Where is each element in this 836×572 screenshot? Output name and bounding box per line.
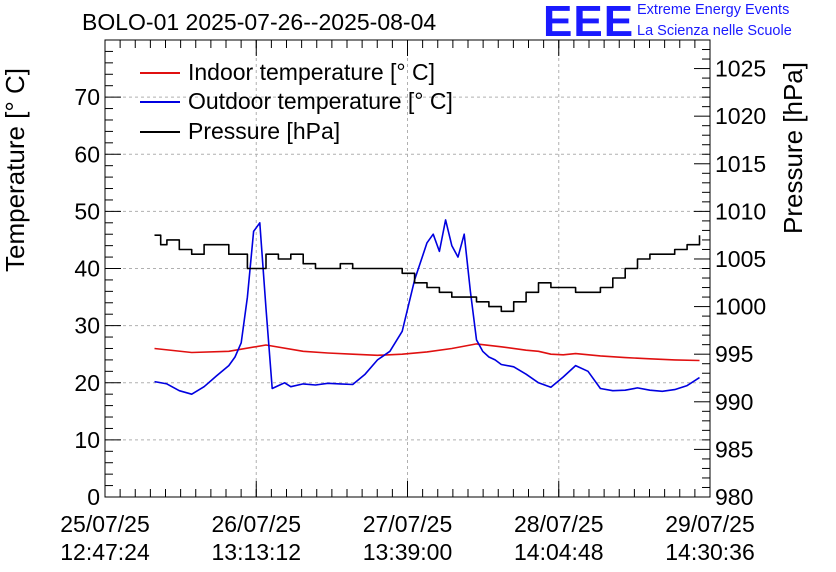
y-axis-label-right: Pressure [hPa] [778,62,808,234]
tick-label-right: 1025 [715,56,766,82]
grid-lines [105,40,710,497]
tick-label-right: 995 [715,341,753,367]
tick-label-left: 40 [74,256,100,282]
legend-swatch-pressure [140,131,180,133]
tick-label-left: 60 [74,141,100,167]
tick-label-right: 1010 [715,198,766,224]
legend-label-pressure: Pressure [hPa] [188,118,341,144]
series-lines [154,219,701,396]
legend-label-indoor: Indoor temperature [° C] [188,59,435,85]
tick-label-left: 20 [74,370,100,396]
series-line-indoor [154,343,700,362]
tick-label-x-date: 29/07/25 [665,511,755,537]
tick-label-x-date: 28/07/25 [514,511,604,537]
tick-label-x-date: 26/07/25 [211,511,301,537]
right-axis-ticks: 980 985 990 995 1000 1005 1010 1015 1020 1025 [694,39,766,510]
tick-label-right: 1015 [715,151,766,177]
legend-label-outdoor: Outdoor temperature [° C] [188,88,453,114]
tick-label-right: 1020 [715,103,766,129]
tick-label-left: 0 [87,484,100,510]
tick-label-x-time: 12:47:24 [60,539,150,565]
legend-swatch-outdoor [140,101,180,103]
tick-label-right: 1005 [715,246,766,272]
tick-label-x-time: 14:04:48 [514,539,604,565]
legend-swatch-indoor [140,72,180,74]
y-axis-label-left: Temperature [° C] [0,67,30,272]
logo-line-2: La Scienza nelle Scuole [637,23,792,39]
chart-title: BOLO-01 2025-07-26--2025-08-04 [82,9,437,35]
eee-logo: EEE [543,0,635,46]
tick-label-x-date: 25/07/25 [60,511,150,537]
tick-label-right: 985 [715,436,753,462]
tick-label-left: 70 [74,84,100,110]
tick-label-left: 30 [74,313,100,339]
tick-label-right: 980 [715,484,753,510]
tick-label-left: 50 [74,198,100,224]
logo-line-1: Extreme Energy Events [637,2,790,18]
left-axis-ticks: 0 10 20 30 40 50 60 70 [74,50,121,510]
tick-label-x-time: 13:39:00 [363,539,453,565]
series-line-outdoor [154,219,700,396]
tick-label-x-date: 27/07/25 [363,511,453,537]
series-line-pressure [154,234,701,313]
tick-label-x-time: 13:13:12 [211,539,301,565]
tick-label-left: 10 [74,427,100,453]
tick-label-x-time: 14:30:36 [665,539,755,565]
tick-label-right: 1000 [715,294,766,320]
tick-label-right: 990 [715,389,753,415]
